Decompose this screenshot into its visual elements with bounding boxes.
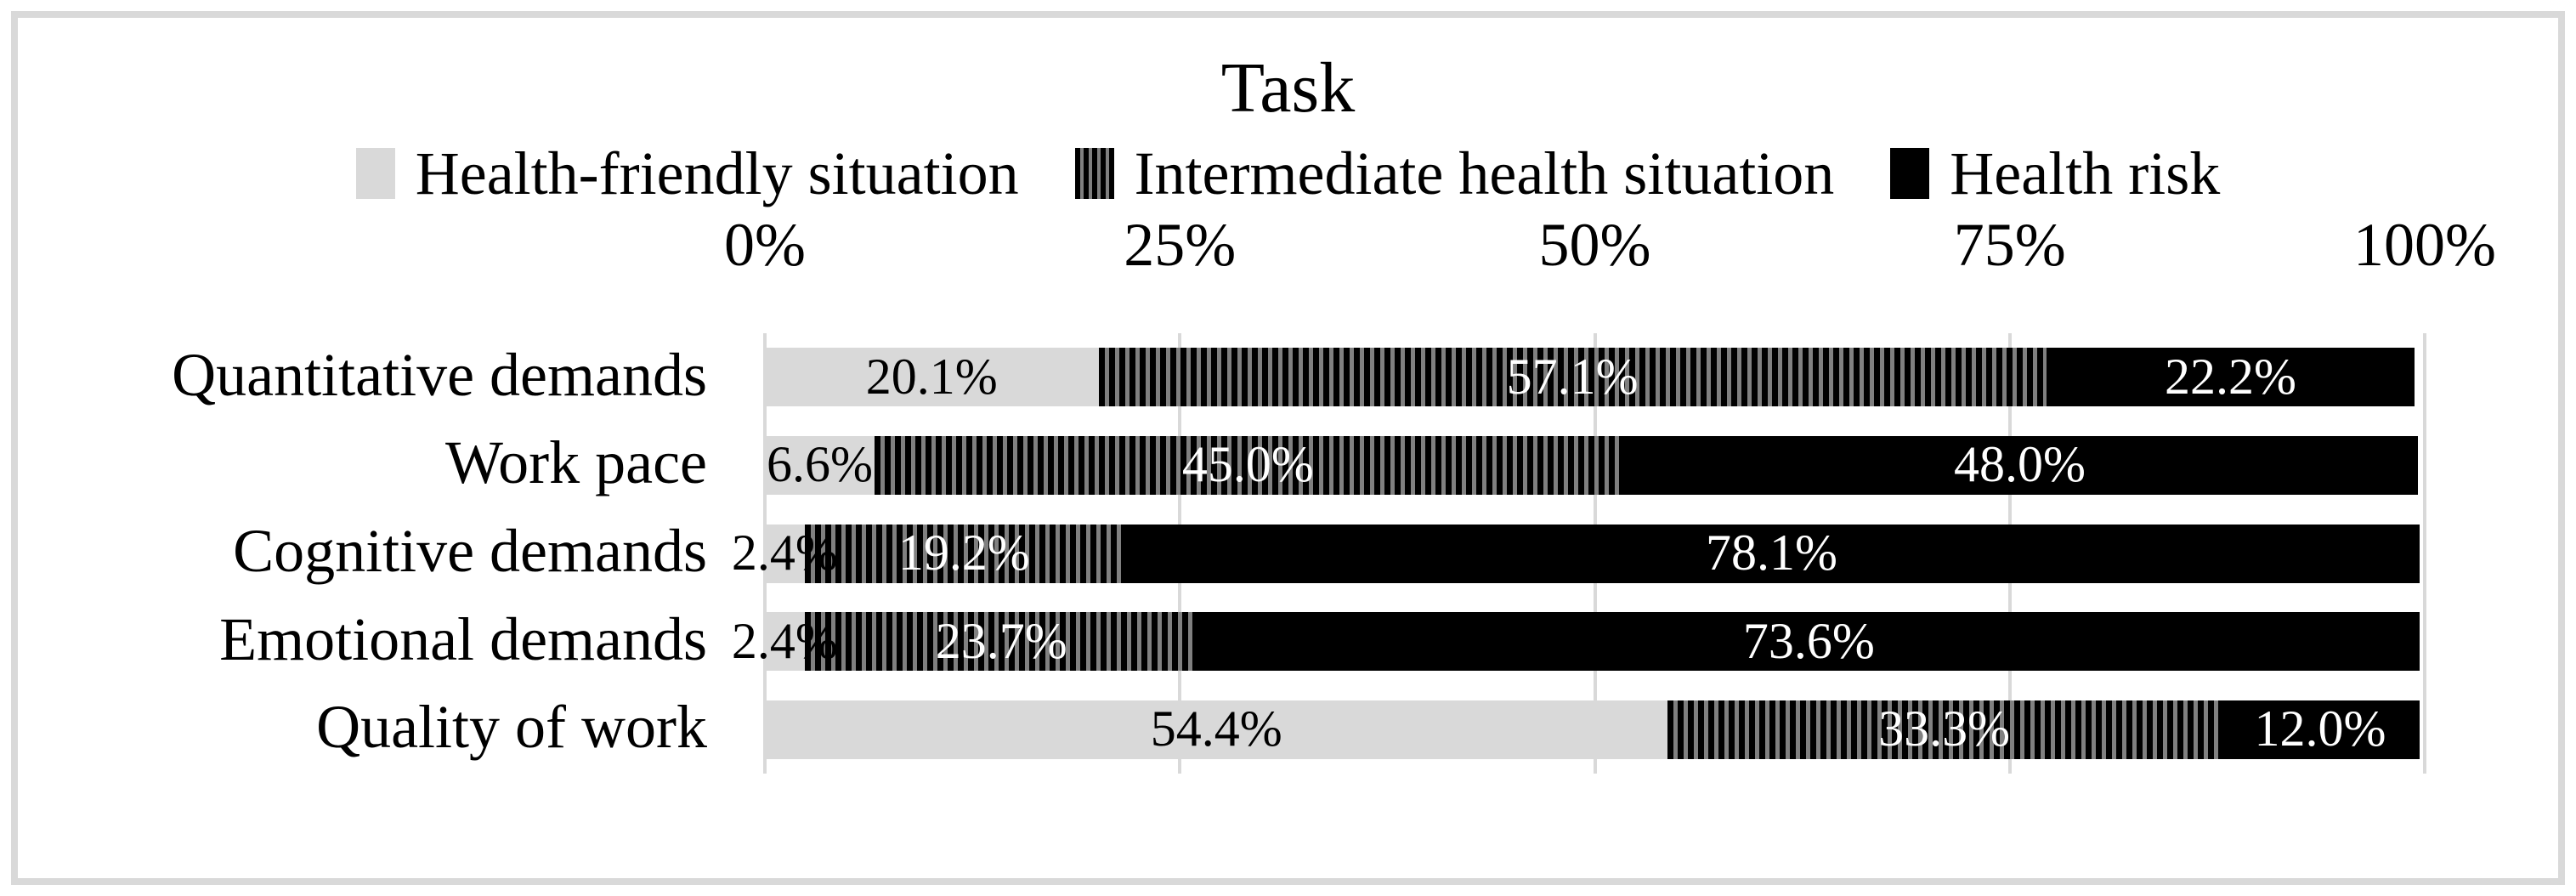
bar-segment-black <box>2046 348 2415 407</box>
legend-label: Health risk <box>1950 139 2221 207</box>
x-tick-label: 100% <box>2353 211 2496 279</box>
legend-item: Intermediate health situation <box>1074 139 1835 207</box>
legend-swatch-gray <box>355 148 395 199</box>
bar-segment-striped <box>1098 348 2047 407</box>
chart-title: Task <box>1220 48 1356 128</box>
bar-value-label: 20.1% <box>865 348 998 405</box>
bar-value-label: 22.2% <box>2164 348 2296 405</box>
legend-label: Health-friendly situation <box>415 139 1019 207</box>
bar-value-label: 19.2% <box>897 524 1030 581</box>
plot-area: 20.1% 57.1% 22.2% 6.6% 45.0% 48.0% 2.4% 19.2% 78… <box>732 333 2426 774</box>
x-tick-label: 75% <box>1953 211 2066 279</box>
category-label: Quantitative demands <box>172 340 707 409</box>
bar-value-label: 6.6% <box>766 436 873 493</box>
bar-value-label: 23.7% <box>935 612 1067 669</box>
bar-value-label: 45.0% <box>1181 436 1314 493</box>
legend: Health-friendly situation Intermediate he… <box>0 134 2576 213</box>
bar-value-label: 57.1% <box>1506 348 1639 405</box>
bar-segment-striped <box>874 435 1622 495</box>
category-label: Quality of work <box>316 693 707 762</box>
bar-value-label: 12.0% <box>2254 700 2386 757</box>
bar-segment-light-gray <box>765 612 805 672</box>
bar-segment-striped <box>1667 700 2221 759</box>
bar-segment-black <box>1123 524 2420 583</box>
bar-segment-black <box>1621 435 2419 495</box>
bar-value-label: 78.1% <box>1705 524 1837 581</box>
legend-item: Health risk <box>1890 143 2220 204</box>
category-label: Cognitive demands <box>233 517 707 586</box>
bar-segment-striped <box>804 524 1124 583</box>
category-label: Emotional demands <box>219 604 707 673</box>
legend-swatch-black <box>1890 148 1930 199</box>
x-tick-label: 50% <box>1538 211 1651 279</box>
bar-value-label: 73.6% <box>1742 612 1875 669</box>
gridline <box>2423 333 2426 774</box>
bar-segment-striped <box>804 612 1198 672</box>
legend-swatch-striped <box>1074 148 1114 199</box>
bar-value-label: 33.3% <box>1878 700 2011 757</box>
bar-segment-light-gray <box>765 524 805 583</box>
bar-value-label: 2.4% <box>731 612 838 669</box>
x-tick-label: 0% <box>724 211 806 279</box>
bar-segment-light-gray <box>765 435 875 495</box>
y-axis-category-labels: Quantitative demands Work pace Cognitive d… <box>0 333 707 774</box>
bar-segment-black <box>1197 612 2420 672</box>
category-label: Work pace <box>444 428 707 497</box>
bar-value-label: 54.4% <box>1150 700 1282 757</box>
bar-value-label: 48.0% <box>1953 436 2086 493</box>
bar-segment-light-gray <box>765 700 1668 759</box>
bar-segment-light-gray <box>765 348 1099 407</box>
legend-item: Health-friendly situation <box>355 139 1019 207</box>
bar-segment-black <box>2220 700 2420 759</box>
x-axis-tick-labels: 0% 25% 50% 75% 100% <box>724 211 2496 286</box>
bar-value-label: 2.4% <box>731 524 838 581</box>
x-tick-label: 25% <box>1124 211 1237 279</box>
legend-label: Intermediate health situation <box>1134 139 1835 207</box>
